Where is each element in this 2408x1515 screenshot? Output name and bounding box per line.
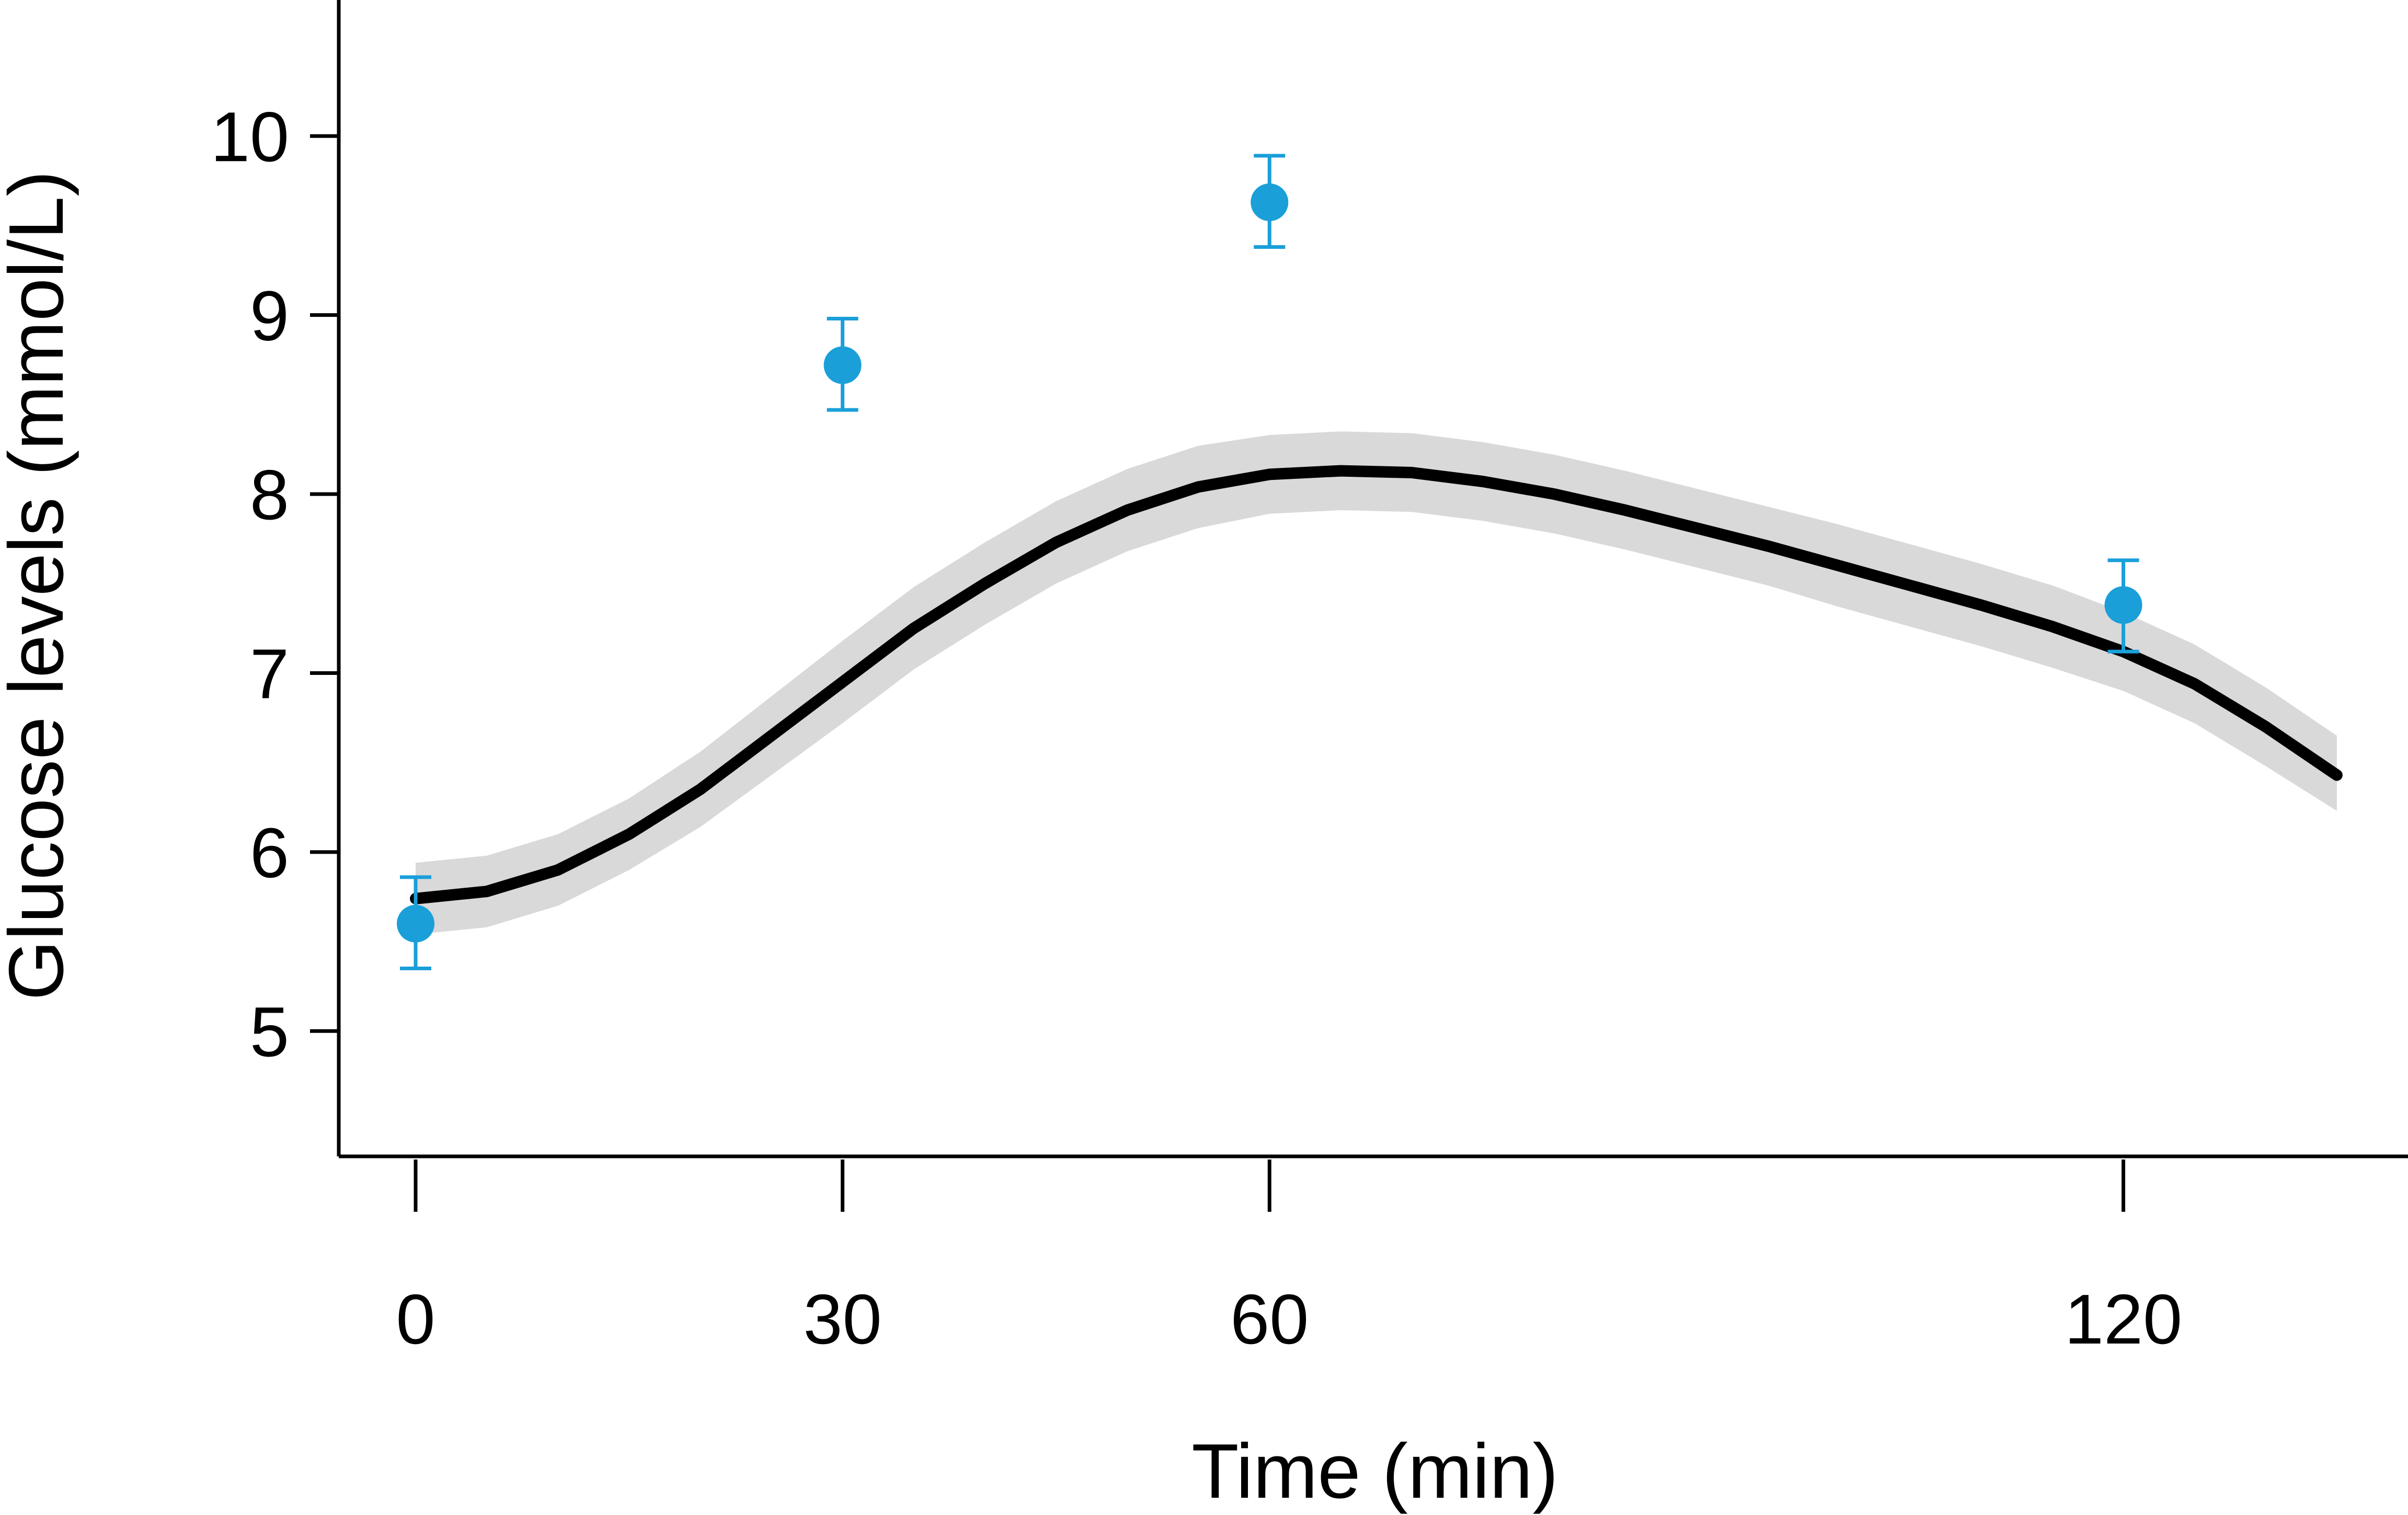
x-axis-ticks: 0 30 60 120: [396, 1160, 2182, 1359]
x-tick-label: 30: [804, 1280, 882, 1359]
confidence-band: [416, 431, 2337, 935]
observed-points-layer: [396, 154, 2142, 970]
data-point-marker: [2104, 586, 2142, 624]
y-tick-label: 10: [211, 97, 289, 176]
x-tick-label: 60: [1230, 1280, 1309, 1359]
data-point: [396, 875, 434, 970]
data-point-marker: [396, 904, 434, 943]
confidence-band-layer: [416, 431, 2337, 935]
data-point: [2104, 558, 2142, 653]
axes: 5 6 7 8 9 10 0 30 60 120: [211, 0, 2408, 1359]
y-tick-label: 9: [250, 277, 289, 355]
y-axis-ticks: 5 6 7 8 9 10: [211, 97, 339, 1071]
data-point-marker: [823, 346, 862, 384]
data-point-marker: [1251, 183, 1289, 221]
data-point: [823, 316, 862, 412]
x-tick-label: 0: [396, 1280, 435, 1359]
y-tick-label: 8: [250, 455, 289, 534]
y-tick-label: 7: [250, 634, 289, 713]
x-axis-label: Time (min): [1191, 1428, 1558, 1514]
y-axis-label: Glucose levels (mmol/L): [0, 170, 79, 1000]
x-tick-label: 120: [2065, 1280, 2182, 1359]
fitted-curve: [410, 465, 2343, 904]
data-point: [1251, 154, 1289, 249]
y-tick-label: 5: [250, 992, 289, 1071]
y-tick-label: 6: [250, 813, 289, 892]
fitted-curve-layer: [410, 465, 2343, 904]
